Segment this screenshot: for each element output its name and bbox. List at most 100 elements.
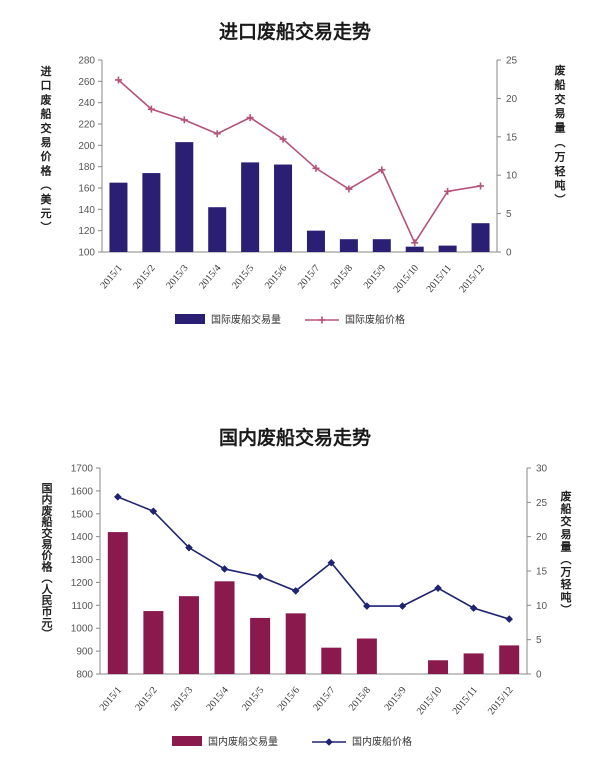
chart2-line-marker bbox=[327, 558, 336, 567]
chart2-legend-line-marker bbox=[325, 738, 333, 746]
chart2-line-marker bbox=[220, 565, 229, 573]
chart1-x-tick-label: 2015/6 bbox=[263, 263, 289, 291]
chart1-right-axis-title-char: ︶ bbox=[554, 193, 567, 207]
chart1-x-tick-label: 2015/4 bbox=[197, 263, 223, 291]
chart1-left-axis-title-char: 元 bbox=[41, 207, 52, 220]
chart1-x-tick-label: 2015/1 bbox=[98, 263, 124, 291]
chart2-right-tick-label: 5 bbox=[536, 635, 542, 646]
chart2-line-marker bbox=[256, 572, 264, 581]
chart1-x-tick-label: 2015/5 bbox=[230, 263, 256, 291]
chart1-right-tick-label: 25 bbox=[506, 56, 518, 67]
chart2-right-axis-title-char: 轻 bbox=[561, 577, 572, 591]
chart1-x-tick-label: 2015/2 bbox=[131, 263, 157, 291]
chart1-left-axis-title-char: 美 bbox=[41, 192, 53, 206]
chart2-x-tick-label: 2015/8 bbox=[347, 685, 373, 713]
chart1-right-axis-title-char: ︵ bbox=[554, 136, 567, 149]
chart2-left-axis-title-char: 内 bbox=[42, 492, 53, 506]
chart1-legend-line-label: 国际废船价格 bbox=[345, 313, 405, 326]
chart1-bar bbox=[405, 246, 424, 252]
chart1-right-axis-title-char: 轻 bbox=[555, 164, 566, 178]
chart2-left-axis-title-char: 民 bbox=[42, 594, 53, 607]
chart1-x-tick-label: 2015/9 bbox=[362, 263, 388, 291]
chart2-left-axis-title-char: 国 bbox=[42, 482, 53, 495]
chart2-right-tick-label: 15 bbox=[536, 567, 548, 578]
chart1-left-tick-label: 200 bbox=[78, 141, 95, 152]
chart1-right-tick-label: 5 bbox=[506, 209, 512, 220]
chart2-right-axis-title-char: 交 bbox=[561, 514, 572, 528]
chart1-right-axis-title-char: 交 bbox=[555, 92, 566, 106]
chart1-bar bbox=[241, 162, 260, 252]
chart2-right-tick-label: 20 bbox=[536, 532, 548, 543]
chart1-right-axis-title-char: 船 bbox=[555, 77, 566, 91]
chart1-line-marker bbox=[279, 135, 287, 143]
chart1-bar bbox=[306, 230, 325, 252]
chart2-bar bbox=[356, 638, 377, 674]
chart1-legend-bar-label: 国际废船交易量 bbox=[211, 313, 281, 326]
chart1-title: 进口废船交易走势 bbox=[219, 20, 371, 43]
chart2-right-axis-title-char: 万 bbox=[560, 566, 572, 579]
chart2-x-tick-label: 2015/5 bbox=[240, 685, 266, 713]
chart1-left-axis-title-char: 船 bbox=[41, 107, 52, 121]
chart2-left-axis-title-char: ︶ bbox=[41, 627, 54, 641]
chart1-right-axis-title-char: 易 bbox=[555, 107, 566, 120]
chart1-line-marker bbox=[378, 166, 386, 174]
chart1-right-axis-title-char: 废 bbox=[555, 63, 566, 77]
chart1-left-tick-label: 100 bbox=[78, 248, 95, 259]
chart2-left-axis-title-char: 格 bbox=[42, 559, 54, 573]
chart2-left-axis-title-char: 交 bbox=[42, 526, 53, 540]
chart2-bar bbox=[285, 613, 306, 674]
chart2-line-marker bbox=[113, 493, 122, 501]
chart1-right-tick-label: 0 bbox=[506, 248, 512, 259]
chart2-right-axis-title-char: 船 bbox=[561, 502, 572, 516]
chart1-right-axis-title-char: 万 bbox=[554, 150, 566, 163]
chart1-left-tick-label: 140 bbox=[78, 205, 95, 216]
chart1-line-marker bbox=[444, 187, 452, 195]
chart1-line-marker bbox=[246, 114, 254, 122]
chart2-left-axis-title-char: 船 bbox=[42, 515, 53, 529]
chart1-left-tick-label: 160 bbox=[78, 184, 95, 195]
chart2-left-tick-label: 1300 bbox=[71, 555, 94, 566]
chart2-left-axis-title-char: 价 bbox=[42, 549, 54, 562]
chart1-left-axis-title-char: 易 bbox=[41, 136, 52, 149]
chart2-bar bbox=[428, 660, 449, 674]
chart1-bar bbox=[274, 164, 293, 252]
chart1-left-axis-title-char: 价 bbox=[41, 150, 53, 163]
chart1-legend-line-marker bbox=[318, 316, 326, 324]
chart2-right-tick-label: 10 bbox=[536, 601, 548, 612]
chart2-line-marker bbox=[398, 602, 407, 610]
chart1-line-marker bbox=[312, 164, 320, 172]
chart2-line-marker bbox=[149, 507, 158, 516]
chart1-x-tick-label: 2015/11 bbox=[425, 263, 454, 295]
chart1-left-tick-label: 260 bbox=[78, 77, 95, 88]
chart2-left-axis-title-char: 元 bbox=[42, 616, 53, 629]
chart2-left-tick-label: 1700 bbox=[71, 464, 94, 475]
chart1-line-marker bbox=[147, 105, 155, 113]
chart1-line-marker bbox=[411, 239, 419, 247]
chart1-line-marker bbox=[114, 76, 122, 84]
chart2-line-marker bbox=[185, 543, 193, 552]
chart2-x-tick-label: 2015/9 bbox=[382, 685, 408, 713]
chart2-x-tick-label: 2015/7 bbox=[311, 685, 337, 713]
chart2-x-tick-label: 2015/11 bbox=[451, 685, 480, 717]
chart2-x-tick-label: 2015/12 bbox=[486, 685, 515, 717]
chart2-x-tick-label: 2015/2 bbox=[133, 685, 159, 713]
chart2-right-tick-label: 25 bbox=[536, 498, 548, 509]
chart2-legend-line-label: 国内废船价格 bbox=[352, 735, 412, 748]
chart2-left-tick-label: 1600 bbox=[71, 486, 94, 497]
chart1-bar bbox=[208, 207, 227, 252]
chart1-bar bbox=[471, 223, 490, 252]
chart2-bar bbox=[107, 532, 128, 674]
chart2-right-axis-title-char: 废 bbox=[561, 489, 572, 503]
chart2-title: 国内废船交易走势 bbox=[219, 426, 371, 449]
chart2-x-tick-label: 2015/4 bbox=[205, 685, 231, 713]
chart1-x-tick-label: 2015/8 bbox=[329, 263, 355, 291]
chart1-right-tick-label: 10 bbox=[506, 171, 518, 182]
chart1-left-axis-title-char: 进 bbox=[41, 64, 52, 78]
chart1-left-axis-title-char: 口 bbox=[41, 79, 52, 92]
chart2-bar bbox=[143, 611, 164, 674]
chart2-left-tick-label: 900 bbox=[76, 647, 93, 658]
chart2-line-marker bbox=[291, 587, 300, 595]
chart1-left-tick-label: 180 bbox=[78, 162, 95, 173]
